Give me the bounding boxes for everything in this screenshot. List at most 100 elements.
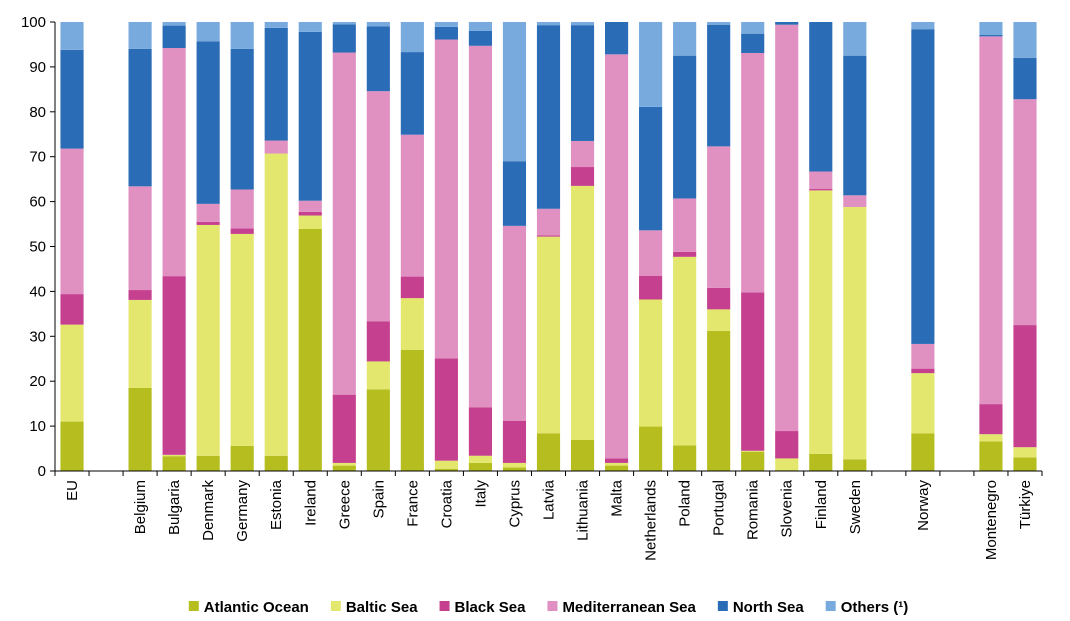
category-label-greece: Greece [336,480,353,529]
bar-spain-atlantic-ocean [366,389,390,471]
bar-germany-north-sea [230,48,254,190]
bar-greece-north-sea [332,24,356,53]
legend-swatch-north-sea [717,601,728,611]
bar-portugal-mediterranean-sea [707,146,731,288]
bar-montenegro-atlantic-ocean [979,441,1003,471]
bar-germany-baltic-sea [230,233,254,446]
category-label-t-rkiye: Türkiye [1017,480,1034,529]
y-tick-label: 0 [38,463,46,480]
bar-lithuania-atlantic-ocean [570,440,595,471]
bar-cyprus-atlantic-ocean [502,467,527,471]
bar-cyprus-black-sea [502,420,527,463]
bar-netherlands-baltic-sea [639,299,663,427]
category-label-norway: Norway [915,480,932,531]
bar-malta-north-sea [605,22,629,55]
bar-eu-mediterranean-sea [60,148,84,295]
bar-norway-atlantic-ocean [911,433,935,471]
bar-malta-black-sea [605,458,629,463]
bar-lithuania-others [570,22,595,26]
bar-montenegro-others [979,22,1003,36]
bar-norway-black-sea [911,368,935,374]
bar-croatia-atlantic-ocean [434,468,458,471]
bar-spain-mediterranean-sea [366,91,390,322]
bar-france-mediterranean-sea [400,134,424,277]
bar-portugal-baltic-sea [707,309,731,331]
bar-portugal-north-sea [707,24,731,147]
category-label-spain: Spain [370,480,387,518]
legend-swatch-black-sea [439,601,450,611]
bar-cyprus-mediterranean-sea [502,225,527,421]
axis-layer: 0 10 20 30 40 50 60 70 80 90 100 [21,14,1043,480]
category-label-estonia: Estonia [268,479,285,530]
category-label-cyprus: Cyprus [506,480,523,528]
bar-ireland-north-sea [298,31,322,201]
bar-france-baltic-sea [400,298,424,350]
category-label-romania: Romania [745,479,762,540]
legend-label-baltic-sea: Baltic Sea [346,599,418,616]
legend-label-mediterranean-sea: Mediterranean Sea [562,599,696,616]
bar-italy-others [468,22,492,31]
bar-eu-black-sea [60,294,84,325]
bar-slovenia-baltic-sea [775,458,799,471]
bar-germany-others [230,22,254,49]
bar-croatia-mediterranean-sea [434,39,458,359]
bar-croatia-north-sea [434,26,458,40]
bar-netherlands-black-sea [639,275,663,300]
bar-germany-atlantic-ocean [230,445,254,471]
bar-france-others [400,22,424,53]
bar-greece-baltic-sea [332,462,356,466]
legend-label-black-sea: Black Sea [455,599,527,616]
bar-bulgaria-others [162,22,186,26]
bar-lithuania-black-sea [570,167,595,186]
bar-sweden-north-sea [843,55,867,196]
bar-slovenia-north-sea [775,22,799,25]
bar-estonia-baltic-sea [264,153,288,456]
category-label-poland: Poland [677,480,694,527]
bar-bulgaria-north-sea [162,25,186,49]
bar-estonia-atlantic-ocean [264,455,288,471]
y-tick-label: 30 [29,328,46,345]
bar-romania-baltic-sea [741,450,765,452]
y-tick-label: 40 [29,283,46,300]
bar-denmark-north-sea [196,41,220,204]
bar-eu-baltic-sea [60,324,84,422]
bar-montenegro-black-sea [979,404,1003,435]
bar-italy-atlantic-ocean [468,462,492,471]
category-label-montenegro: Montenegro [983,480,1000,560]
bar-finland-baltic-sea [809,190,833,454]
bar-ireland-atlantic-ocean [298,228,322,471]
bar-malta-baltic-sea [605,462,629,466]
bar-ireland-mediterranean-sea [298,200,322,212]
bar-denmark-mediterranean-sea [196,203,220,222]
bar-bulgaria-atlantic-ocean [162,456,186,471]
category-label-latvia: Latvia [541,479,558,520]
bar-belgium-black-sea [128,290,152,300]
bar-portugal-atlantic-ocean [707,330,731,471]
category-label-portugal: Portugal [711,480,728,536]
bar-poland-others [673,22,697,56]
category-label-malta: Malta [609,479,626,516]
bar-belgium-north-sea [128,48,152,187]
bar-portugal-others [707,22,731,25]
bar-poland-atlantic-ocean [673,445,697,471]
bar-t-rkiye-baltic-sea [1013,447,1037,458]
y-tick-label: 50 [29,239,46,256]
bar-finland-north-sea [809,22,833,172]
bar-greece-atlantic-ocean [332,465,356,471]
bar-lithuania-mediterranean-sea [570,140,595,168]
category-label-germany: Germany [234,480,251,542]
bar-netherlands-others [639,22,663,107]
bar-belgium-mediterranean-sea [128,186,152,291]
legend-swatch-others [825,601,836,611]
bar-t-rkiye-others [1013,22,1037,58]
bar-ireland-others [298,22,322,32]
legend-swatch-mediterranean-sea [547,601,558,611]
bar-france-black-sea [400,276,424,299]
legend: Atlantic Ocean Baltic Sea Black Sea Mediter… [188,599,908,616]
bar-estonia-others [264,22,288,28]
bar-t-rkiye-north-sea [1013,57,1037,100]
bar-montenegro-north-sea [979,35,1003,37]
bar-spain-baltic-sea [366,361,390,390]
bar-malta-atlantic-ocean [605,465,629,471]
